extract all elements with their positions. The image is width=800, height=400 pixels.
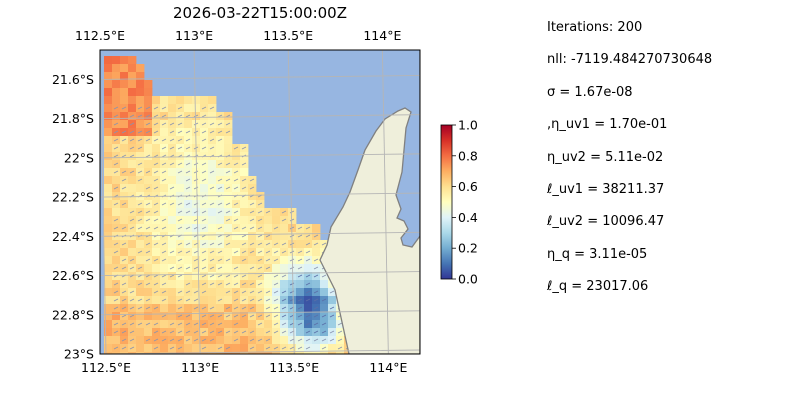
param-eta-uv2: η_uv2 = 5.11e-02 <box>547 149 664 165</box>
lon-ticks-top: 112.5°E 113°E 113.5°E 114°E <box>75 28 401 43</box>
lon-tick-top: 113.5°E <box>263 28 313 43</box>
colorbar-tick: 0.8 <box>458 148 478 163</box>
lat-tick: 21.6°S <box>52 72 94 87</box>
velocity-arrows <box>113 106 351 350</box>
plot-title: 2026-03-22T15:00:00Z <box>173 4 347 22</box>
lon-tick-bottom: 113°E <box>181 360 219 375</box>
map-frame <box>99 49 421 355</box>
param-iterations: Iterations: 200 <box>547 20 643 35</box>
colorbar: 0.0 0.2 0.4 0.6 0.8 1.0 <box>440 118 478 287</box>
fit-parameters: Iterations: 200 nll: -7119.484270730648 … <box>547 19 712 311</box>
param-ell-q: ℓ_q = 23017.06 <box>547 279 649 295</box>
lat-tick: 22.2°S <box>52 190 94 205</box>
colorbar-gradient <box>440 124 453 280</box>
colorbar-tick: 0.2 <box>458 241 478 256</box>
lon-ticks-bottom: 112.5°E 113°E 113.5°E 114°E <box>81 360 407 375</box>
lon-tick-top: 114°E <box>363 28 401 43</box>
colorbar-ticks: 0.0 0.2 0.4 0.6 0.8 1.0 <box>452 118 478 287</box>
lon-tick-top: 113°E <box>175 28 213 43</box>
colorbar-tick: 0.6 <box>458 179 478 194</box>
colorbar-tick: 0.4 <box>458 210 478 225</box>
lat-tick: 22.6°S <box>52 268 94 283</box>
param-ell-uv1: ℓ_uv1 = 38211.37 <box>547 181 665 197</box>
lon-tick-bottom: 113.5°E <box>269 360 319 375</box>
param-eta-q: η_q = 3.11e-05 <box>547 246 648 262</box>
lon-tick-top: 112.5°E <box>75 28 125 43</box>
lat-tick: 22°S <box>64 150 94 165</box>
param-sigma: σ = 1.67e-08 <box>547 84 633 100</box>
map-gridlines <box>100 50 420 354</box>
colorbar-tick: 1.0 <box>458 118 478 133</box>
param-ell-uv2: ℓ_uv2 = 10096.47 <box>547 214 665 230</box>
lat-tick: 22.4°S <box>52 229 94 244</box>
lat-tick: 21.8°S <box>52 111 94 126</box>
colorbar-tick: 0.0 <box>458 272 478 287</box>
lon-tick-bottom: 112.5°E <box>81 360 131 375</box>
land-area <box>319 50 420 354</box>
lon-tick-bottom: 114°E <box>369 360 407 375</box>
param-eta-uv1: ,η_uv1 = 1.70e-01 <box>547 117 668 133</box>
lat-ticks: 21.6°S 21.8°S 22°S 22.2°S 22.4°S 22.6°S 22.8°S… <box>52 72 94 362</box>
lat-tick: 23°S <box>64 347 94 362</box>
param-nll: nll: -7119.484270730648 <box>547 52 713 68</box>
lat-tick: 22.8°S <box>52 307 94 322</box>
